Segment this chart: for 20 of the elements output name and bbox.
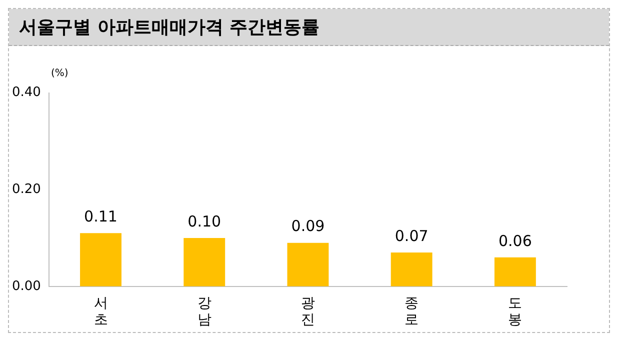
x-tick-label: 강남 [197,295,212,328]
data-label: 0.07 [394,226,428,245]
data-label: 0.10 [188,212,222,230]
x-tick-label: 광진 [300,295,315,328]
bar [390,252,432,286]
bar [287,242,329,286]
y-axis-title: (%) [50,67,70,81]
y-tick-label: 0.20 [12,182,41,197]
data-label: 0.09 [291,217,325,236]
chart-title: 서울구별 아파트매매가격 주간변동률 [9,9,609,46]
x-tick-label: 서초 [94,295,108,328]
data-label: 0.11 [84,208,118,226]
bar [494,257,536,286]
y-tick-label: 0.40 [12,85,41,100]
x-tick-label: 종로 [404,295,419,328]
bar [184,238,226,286]
bar [80,233,122,286]
data-label: 0.06 [498,232,532,250]
y-tick-label: 0.00 [12,278,41,294]
x-tick-label: 도봉 [508,295,522,328]
